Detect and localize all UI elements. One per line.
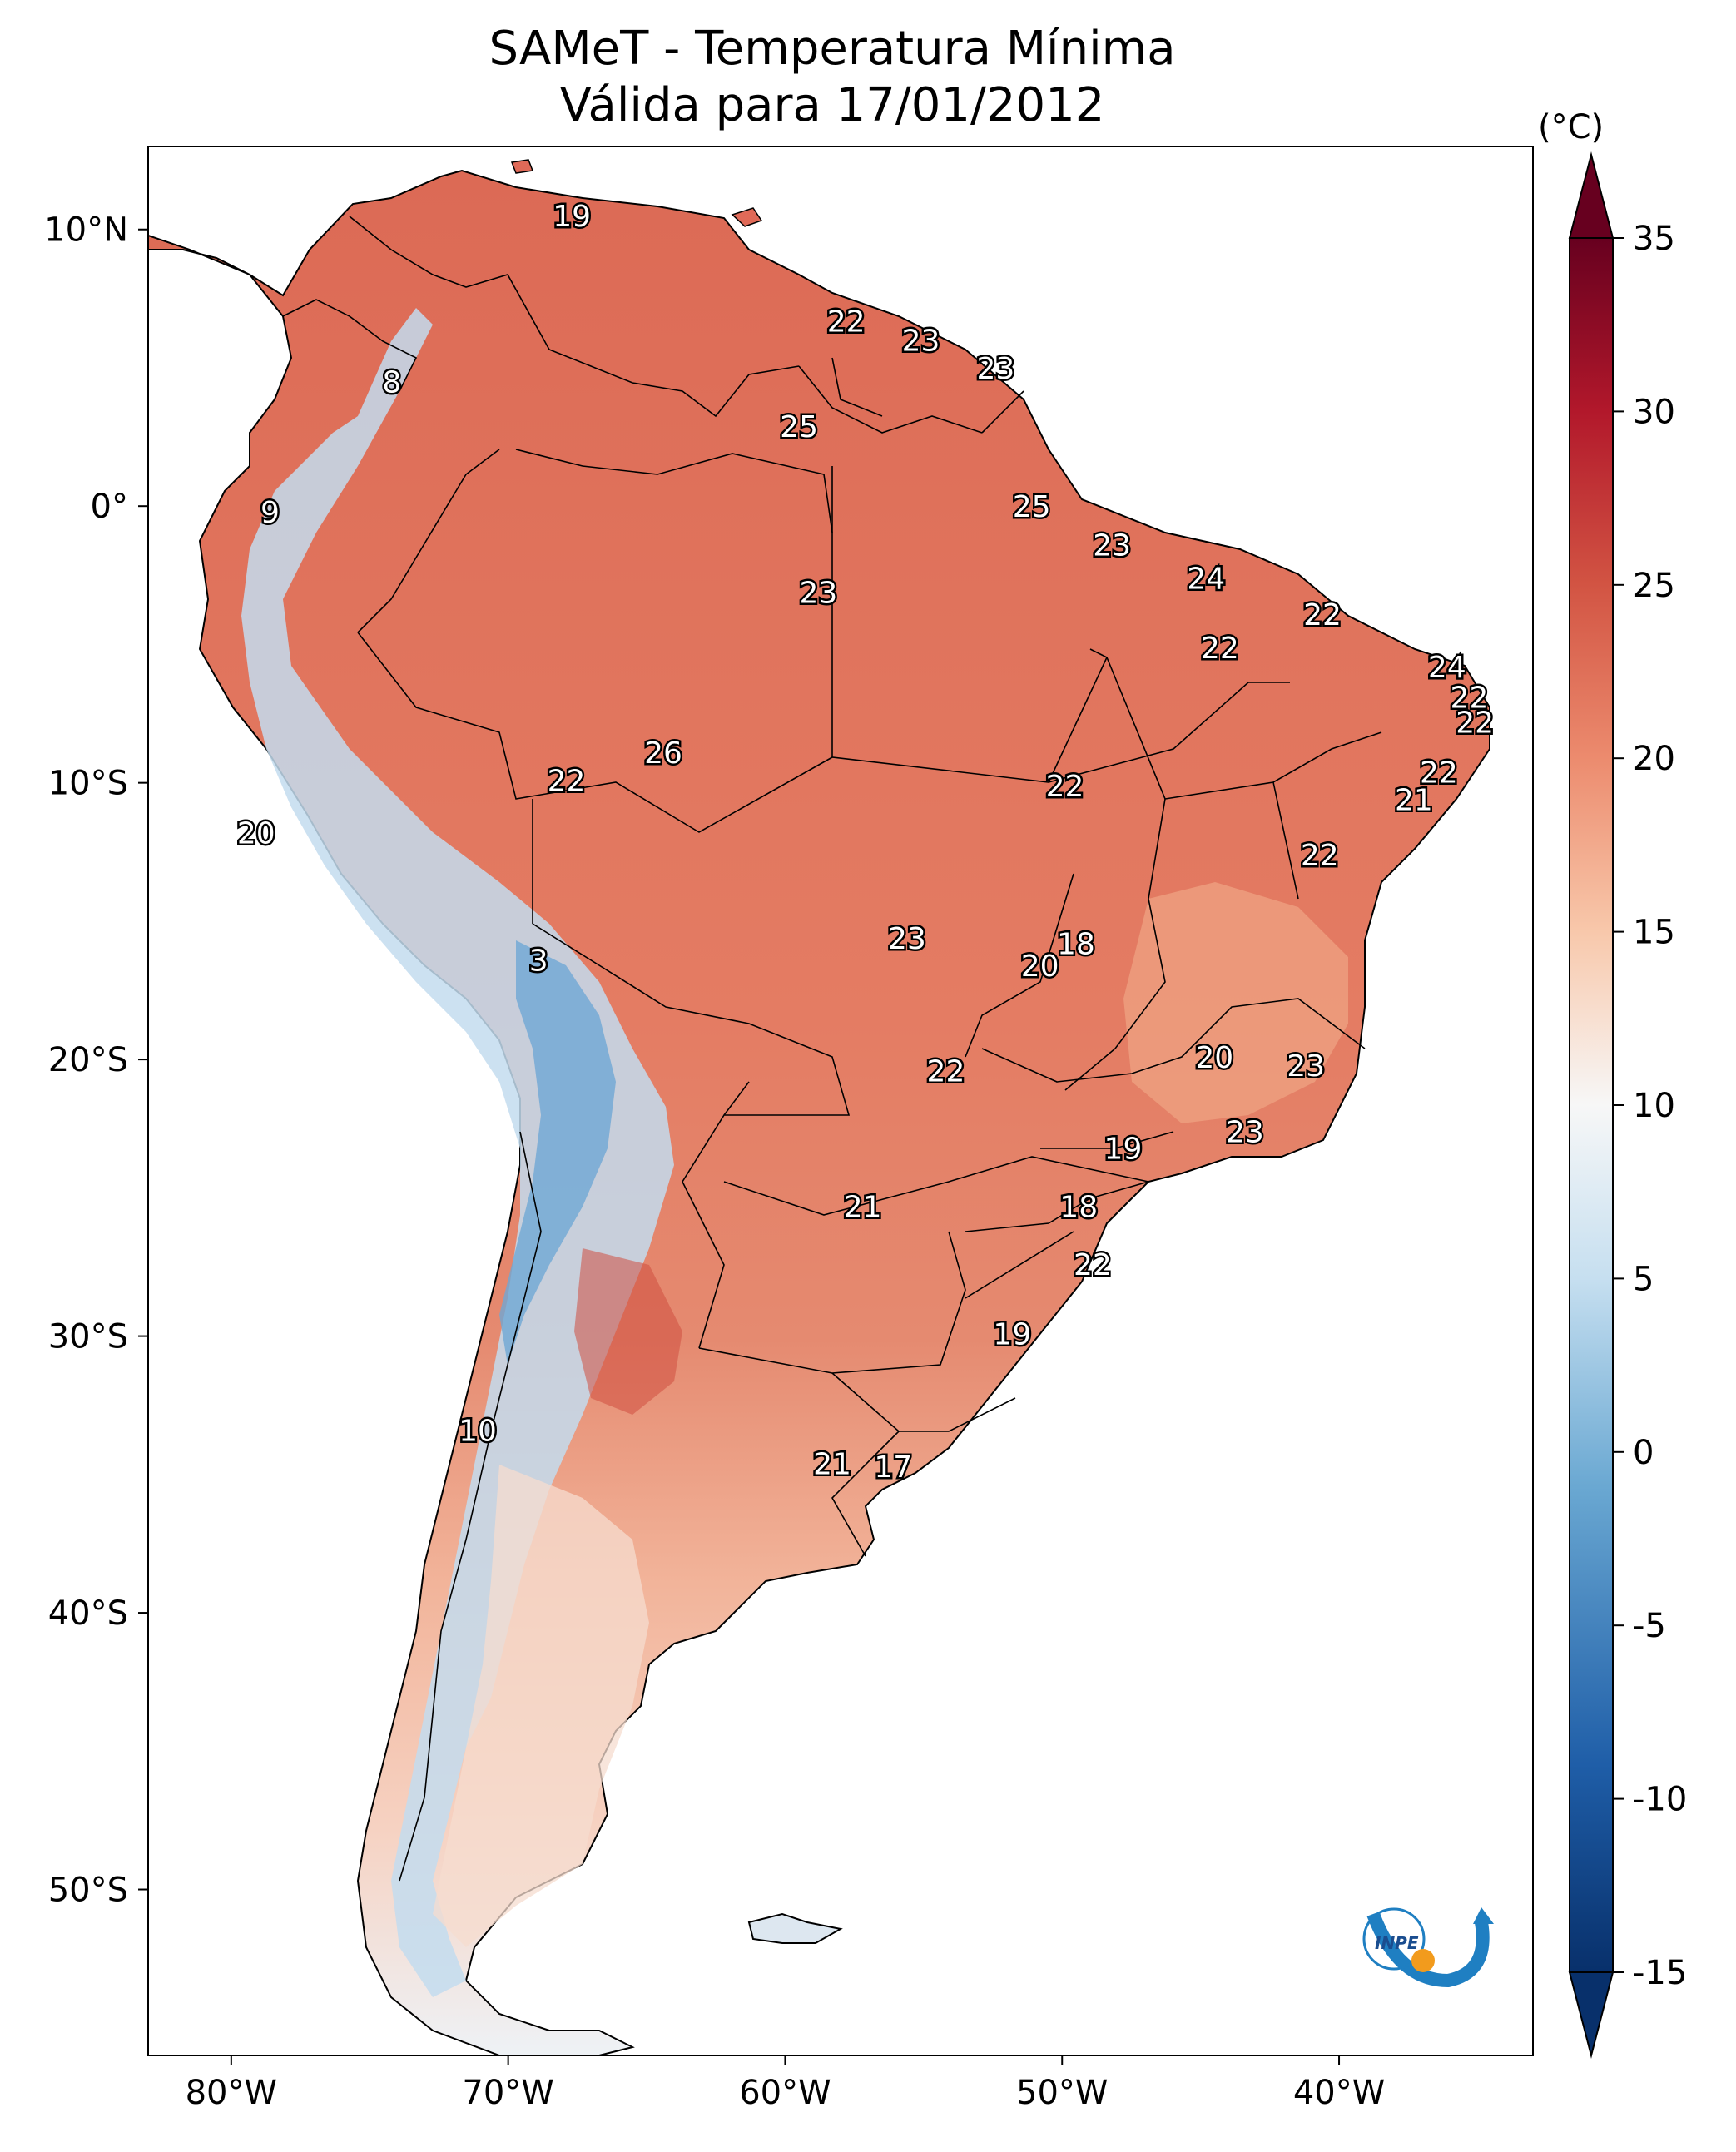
temperature-label: 19 xyxy=(1104,1133,1143,1167)
temperature-label: 23 xyxy=(902,325,940,359)
colorbar-gradient xyxy=(1569,237,1614,1973)
temperature-label: 21 xyxy=(813,1448,851,1482)
temperature-label: 24 xyxy=(1428,651,1466,685)
inpe-logo: INPE xyxy=(1362,1907,1494,1988)
colorbar-tick-label: 25 xyxy=(1633,567,1675,605)
temperature-label: 22 xyxy=(1456,707,1494,741)
temperature-label: 23 xyxy=(799,576,837,610)
temperature-label: 24 xyxy=(1187,563,1225,597)
inpe-logo-orbit-icon xyxy=(1362,1907,1426,1971)
colorbar-min-arrow xyxy=(1568,1971,1614,2059)
colorbar-tick-label: -10 xyxy=(1633,1781,1687,1819)
axis-tick-labels: 80°W 70°W 60°W 50°W 40°W 10°N 0° 10°S 20°S 30°S 40… xyxy=(44,211,1385,2112)
colorbar-tick-label: 10 xyxy=(1633,1087,1675,1125)
temperature-label: 22 xyxy=(1451,682,1489,716)
colorbar-tick-label: -5 xyxy=(1633,1607,1666,1645)
temperature-label: 25 xyxy=(1013,490,1051,524)
altiplano-cold-core xyxy=(499,940,616,1365)
y-axis-tick-label: 40°S xyxy=(48,1594,128,1633)
temperature-label: 21 xyxy=(844,1190,882,1224)
temperature-label: 23 xyxy=(1093,529,1131,563)
colorbar-tick-label: 15 xyxy=(1633,914,1675,952)
temperature-label: 9 xyxy=(260,496,280,530)
temperature-label: 8 xyxy=(382,366,401,400)
political-borders xyxy=(282,216,1382,1882)
temperature-label: 26 xyxy=(644,736,682,771)
temperature-label: 17 xyxy=(874,1450,912,1485)
temperature-label: 25 xyxy=(780,410,818,444)
y-axis-tick-label: 20°S xyxy=(48,1041,128,1079)
temperature-label: 21 xyxy=(1395,784,1433,818)
temperature-label: 22 xyxy=(1074,1248,1112,1282)
x-axis-tick-label: 40°W xyxy=(1293,2074,1385,2112)
colorbar-tick-label: 0 xyxy=(1633,1434,1654,1472)
y-axis-tick-label: 10°N xyxy=(44,211,128,250)
y-axis-tick-label: 30°S xyxy=(48,1318,128,1356)
temperature-label: 22 xyxy=(1303,598,1342,632)
temperature-label: 3 xyxy=(529,944,548,978)
temperature-label: 23 xyxy=(888,922,926,956)
inpe-logo-swoosh-icon xyxy=(1366,1912,1490,1988)
inpe-logo-dot-icon xyxy=(1411,1949,1435,1972)
temperature-label: 19 xyxy=(553,200,591,234)
map-content: 1989222323252523242223222422222221222622… xyxy=(148,159,1496,2055)
inpe-logo-text: INPE xyxy=(1375,1933,1419,1953)
colorbar: 35 30 25 20 15 10 5 0 -5 -10 -15 xyxy=(1568,151,1687,2059)
x-axis-tick-label: 60°W xyxy=(739,2074,831,2112)
y-axis-tick-label: 10°S xyxy=(48,765,128,803)
caribbean-islands xyxy=(510,159,763,227)
colorbar-ticks: 35 30 25 20 15 10 5 0 -5 -10 -15 xyxy=(1613,220,1687,1992)
temperature-label: 20 xyxy=(1021,950,1059,984)
colorbar-tick-label: 5 xyxy=(1633,1260,1654,1298)
x-axis-tick-label: 50°W xyxy=(1016,2074,1108,2112)
temperature-label: 22 xyxy=(1420,756,1458,790)
temperature-label: 22 xyxy=(1046,770,1084,804)
colorbar-max-arrow xyxy=(1568,151,1614,239)
x-axis-tick-label: 70°W xyxy=(462,2074,553,2112)
map-frame-border xyxy=(147,146,1534,2056)
temperature-label: 22 xyxy=(827,305,866,339)
colorbar-tick-label: 35 xyxy=(1633,220,1675,258)
map-subtitle: Válida para 17/01/2012 xyxy=(559,78,1105,132)
temperature-label: 20 xyxy=(1195,1041,1233,1075)
temperature-label: 22 xyxy=(1301,839,1339,873)
temperature-label: 22 xyxy=(548,764,586,798)
temperature-labels: 1989222323252523242223222422222221222622… xyxy=(235,198,1495,1487)
temperature-label: 10 xyxy=(459,1415,497,1449)
axis-ticks xyxy=(138,228,1341,2065)
patagonia-cool-region xyxy=(433,1465,649,1947)
x-axis-tick-label: 80°W xyxy=(186,2074,277,2112)
temperature-label: 18 xyxy=(1057,927,1095,961)
chaco-warm-region xyxy=(574,1248,682,1415)
inpe-logo-arrow-icon xyxy=(1473,1907,1494,1924)
temperature-label: 22 xyxy=(1201,632,1239,666)
y-axis-tick-label: 50°S xyxy=(48,1872,128,1910)
temperature-label: 23 xyxy=(976,352,1014,386)
temperature-label: 19 xyxy=(993,1317,1031,1351)
map-title: SAMeT - Temperatura Mínima xyxy=(489,22,1176,76)
y-axis-tick-label: 0° xyxy=(91,488,128,526)
colorbar-tick-label: -15 xyxy=(1633,1954,1687,1992)
temperature-label: 20 xyxy=(237,817,275,851)
colorbar-unit-label: (°C) xyxy=(1538,108,1605,146)
falkland-islands xyxy=(747,1912,843,1944)
temperature-label: 18 xyxy=(1059,1190,1098,1224)
temperature-label: 22 xyxy=(927,1054,965,1088)
brazil-plateau-cool-region xyxy=(1123,882,1348,1123)
temperature-label: 23 xyxy=(1226,1116,1264,1150)
colorbar-tick-label: 20 xyxy=(1633,740,1675,778)
temperature-label: 23 xyxy=(1287,1049,1325,1083)
colorbar-tick-label: 30 xyxy=(1633,393,1675,431)
